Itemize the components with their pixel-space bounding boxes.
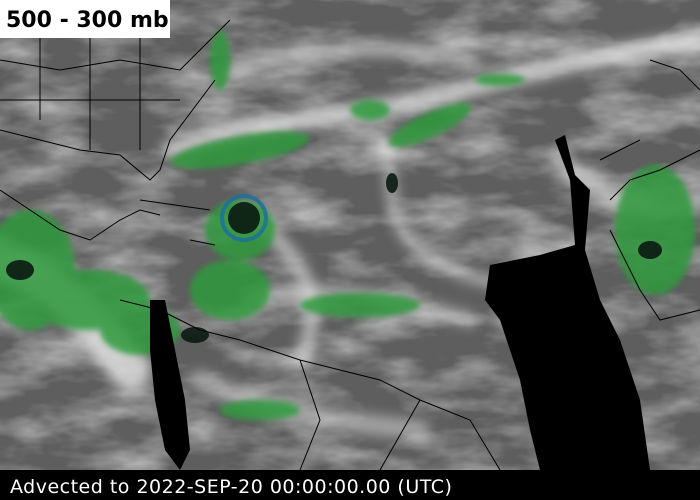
timestamp: Advected to 2022-SEP-20 00:00:00.00 (UTC…	[10, 476, 452, 498]
title: 500 - 300 mb	[6, 8, 169, 33]
footer-bar	[0, 470, 700, 500]
title-box	[0, 0, 170, 38]
convection-areas	[0, 30, 695, 420]
no-data-areas	[150, 135, 650, 470]
coastlines	[0, 0, 700, 471]
